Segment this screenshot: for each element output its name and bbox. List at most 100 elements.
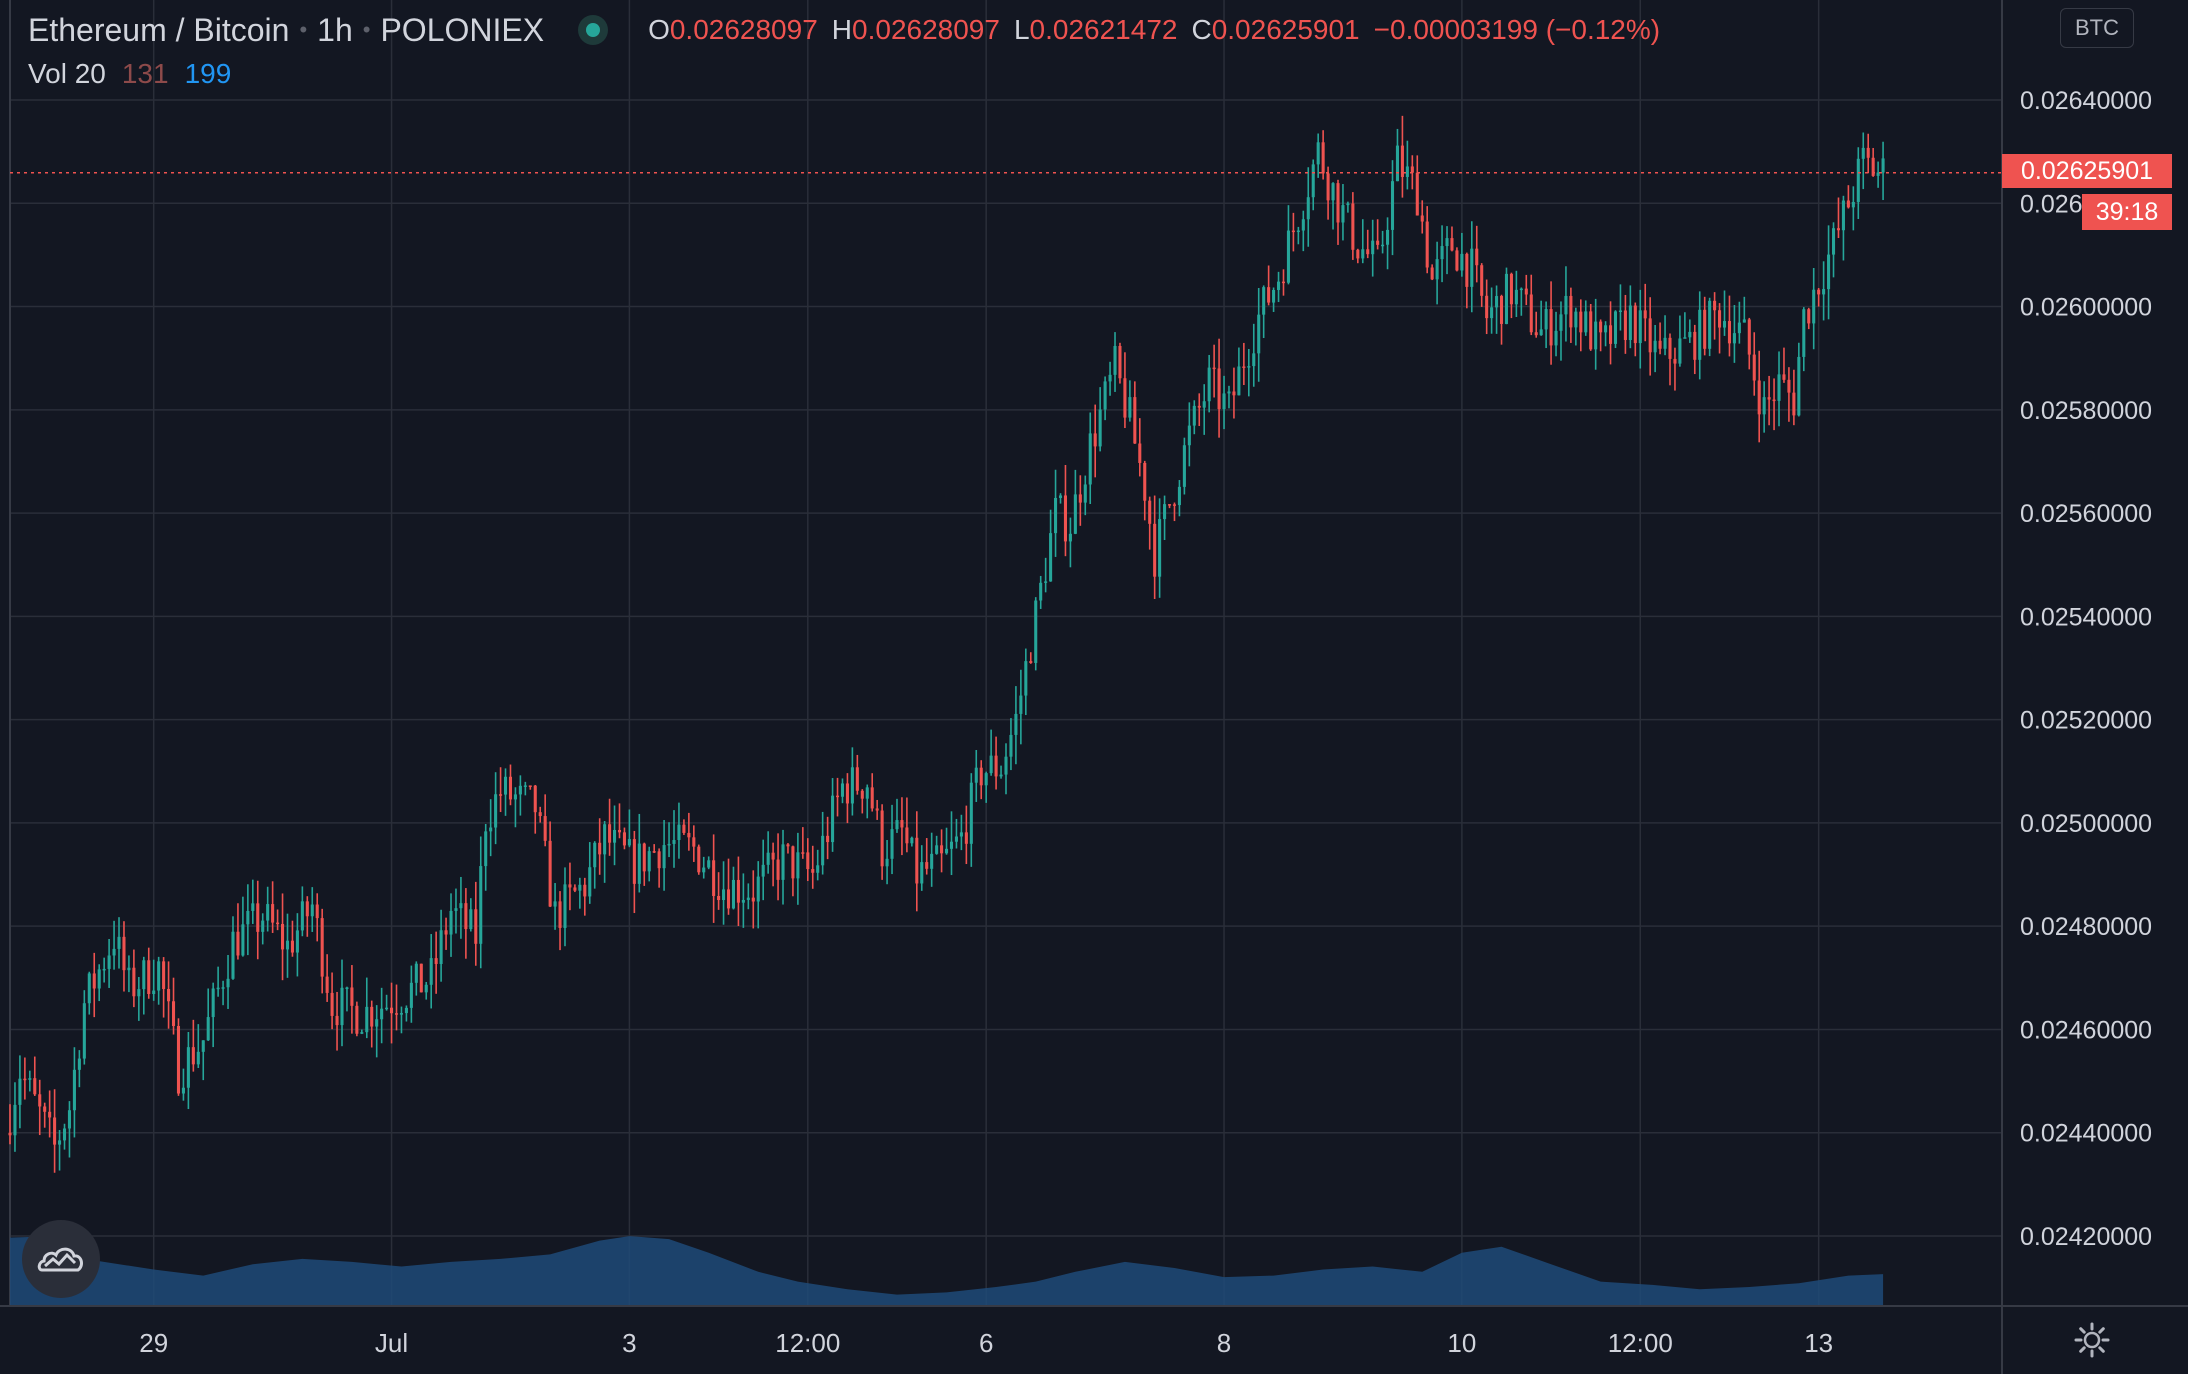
candle-body [1430, 267, 1434, 280]
candle-body [1609, 325, 1613, 344]
candle-body [82, 1003, 86, 1059]
candle-body [112, 948, 116, 956]
candle-body [915, 837, 919, 884]
candle-body [1594, 321, 1598, 350]
candle-body [390, 1007, 394, 1014]
candle-body [974, 767, 978, 783]
candle-body [741, 899, 745, 903]
y-tick-label: 0.02600000 [2020, 294, 2152, 322]
candle-body [1410, 166, 1414, 173]
y-tick-label: 0.02420000 [2020, 1223, 2152, 1251]
x-tick-label: 8 [1217, 1328, 1231, 1358]
close-value: 0.02625901 [1211, 14, 1360, 45]
candle-body [1638, 310, 1642, 344]
candle-body [627, 839, 631, 846]
candle-body [885, 858, 889, 867]
candle-body [404, 1007, 408, 1014]
interval-label[interactable]: 1h [317, 11, 353, 48]
low-label: L [1013, 14, 1030, 45]
candle-body [1812, 289, 1816, 324]
candle-body [632, 839, 636, 884]
candle-body [816, 865, 820, 873]
currency-badge[interactable]: BTC [2060, 8, 2134, 48]
candle-body [1445, 238, 1449, 247]
candle-body [578, 884, 582, 891]
candle-body [1564, 295, 1568, 315]
candle-body [1777, 374, 1781, 401]
candle-body [850, 767, 854, 804]
candle-body [840, 783, 845, 797]
candle-body [157, 961, 161, 991]
candle-body [1732, 333, 1736, 344]
candle-body [1054, 497, 1058, 534]
candle-body [949, 841, 954, 849]
candle-body [290, 940, 294, 953]
candle-body [117, 936, 121, 949]
candle-body [350, 987, 354, 1006]
candle-body [1584, 311, 1588, 333]
candle-body [375, 1019, 379, 1027]
candle-body [1787, 379, 1791, 393]
candle-body [1024, 661, 1028, 696]
candle-body [97, 969, 101, 989]
candle-body [1148, 500, 1152, 524]
candle-body [622, 832, 626, 846]
candle-body [910, 837, 914, 844]
candle-body [494, 794, 498, 828]
candle-body [171, 1001, 176, 1026]
candle-body [1014, 713, 1018, 735]
x-tick-label: 12:00 [775, 1328, 840, 1358]
candle-body [1757, 380, 1761, 415]
candle-body [563, 884, 567, 928]
candle-body [147, 960, 151, 994]
candle-body [945, 848, 949, 854]
candle-body [1841, 200, 1845, 231]
candle-body [707, 860, 711, 868]
candle-body [1450, 238, 1454, 251]
candle-body [1197, 405, 1201, 408]
candle-body [1227, 391, 1231, 394]
candle-body [276, 922, 280, 925]
candle-body [1802, 309, 1806, 357]
candle-body [1623, 310, 1627, 341]
candle-body [870, 787, 874, 809]
candle-body [1326, 173, 1330, 201]
candle-body [1435, 259, 1439, 280]
candle-body [489, 827, 493, 832]
candle-body [380, 1008, 384, 1020]
candle-body [1172, 504, 1177, 506]
candle-body [1420, 215, 1424, 222]
cloud-logo-icon[interactable] [22, 1220, 100, 1298]
volume-label[interactable]: Vol 20 [28, 58, 106, 89]
candles [8, 115, 1885, 1173]
candle-body [731, 879, 735, 909]
candle-body [1182, 445, 1186, 487]
candle-body [1088, 433, 1092, 485]
candle-body [1663, 337, 1667, 349]
candle-body [583, 884, 587, 897]
candle-body [1856, 158, 1860, 202]
volume-area-path [10, 1236, 1884, 1306]
y-tick-label: 0.02460000 [2020, 1016, 2152, 1044]
open-value: 0.02628097 [669, 14, 818, 45]
candle-body [1202, 401, 1206, 408]
candle-body [1628, 305, 1632, 341]
candle-body [315, 904, 319, 919]
candle-body [28, 1078, 32, 1080]
candle-body [300, 901, 304, 931]
candle-body [1871, 157, 1875, 176]
candle-body [67, 1110, 71, 1129]
symbol-pair[interactable]: Ethereum / Bitcoin [28, 11, 290, 48]
candle-body [935, 845, 939, 854]
candle-body [548, 840, 552, 907]
candle-body [1083, 484, 1087, 503]
candle-body [1063, 495, 1067, 542]
x-tick-label: 6 [979, 1328, 993, 1358]
candle-body [845, 783, 849, 804]
candle-body [1618, 310, 1622, 312]
gear-icon[interactable] [2072, 1320, 2112, 1360]
candle-body [1078, 494, 1082, 503]
candle-body [543, 816, 547, 841]
candle-body [1039, 582, 1043, 601]
